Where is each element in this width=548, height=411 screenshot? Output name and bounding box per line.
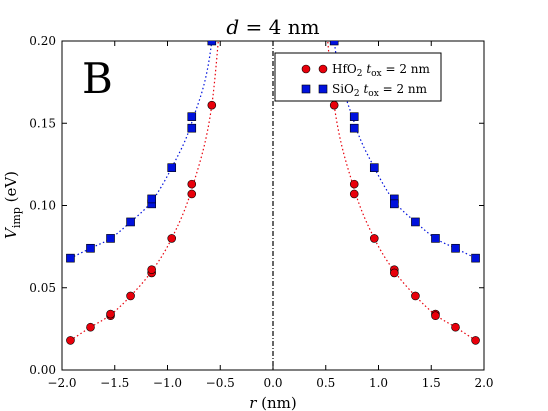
data-point-sio2 <box>451 243 460 253</box>
fit-curve <box>70 41 219 341</box>
data-point-hfo2 <box>66 336 75 345</box>
legend: HfO2 tox = 2 nm SiO2 tox = 2 nm <box>274 52 442 102</box>
data-point-hfo2 <box>147 265 156 274</box>
data-point-sio2 <box>106 234 115 243</box>
data-point-hfo2 <box>106 309 115 319</box>
data-point-hfo2 <box>167 234 177 243</box>
data-point-sio2 <box>86 243 95 253</box>
data-point-hfo2 <box>207 100 217 110</box>
fit-curves <box>70 41 476 341</box>
data-point-sio2 <box>349 112 359 121</box>
x-tick-label: −1.5 <box>100 376 129 390</box>
data-point-sio2 <box>66 253 75 263</box>
legend-marker <box>318 84 328 94</box>
data-point-hfo2 <box>349 189 359 199</box>
legend-label: HfO2 tox = 2 nm <box>332 62 431 79</box>
data-point-sio2 <box>471 253 480 263</box>
data-point-sio2 <box>187 112 197 121</box>
legend-marker <box>301 64 311 74</box>
data-point-hfo2 <box>329 100 339 110</box>
data-point-hfo2 <box>86 322 95 332</box>
chart-title: d = 4 nm <box>226 15 319 39</box>
data-point-sio2 <box>329 41 339 46</box>
legend-marker <box>301 84 311 94</box>
data-point-hfo2 <box>187 179 197 189</box>
y-tick-label: 0.15 <box>29 116 56 130</box>
data-point-hfo2 <box>187 189 197 199</box>
y-axis-label: Vimp (eV) <box>2 171 23 239</box>
x-axis-label: r (nm) <box>249 394 297 411</box>
data-point-sio2 <box>167 163 177 172</box>
y-axis-ticks: 0.00 0.05 0.10 0.15 0.20 <box>29 34 484 377</box>
data-point-hfo2 <box>390 268 399 278</box>
data-point-sio2 <box>411 217 420 227</box>
panel-label: B <box>82 54 113 103</box>
x-tick-label: 1.5 <box>422 376 441 390</box>
data-point-hfo2 <box>471 336 480 345</box>
y-tick-label: 0.05 <box>29 281 56 295</box>
y-tick-label: 0.10 <box>29 199 56 213</box>
data-point-sio2 <box>369 163 379 172</box>
x-tick-label: 1.0 <box>369 376 388 390</box>
fit-curve <box>333 41 476 259</box>
x-tick-label: 2.0 <box>474 376 493 390</box>
x-tick-label: 0.5 <box>316 376 335 390</box>
fit-curve <box>70 41 213 259</box>
data-point-sio2 <box>390 199 399 209</box>
x-axis-ticks: −2.0 −1.5 −1.0 −0.5 0.0 0.5 1.0 1.5 2.0 <box>47 41 494 390</box>
data-point-sio2 <box>187 123 197 133</box>
y-tick-label: 0.00 <box>29 363 56 377</box>
data-point-sio2 <box>431 234 440 243</box>
data-point-hfo2 <box>369 234 379 243</box>
data-point-sio2 <box>147 194 156 204</box>
legend-marker <box>318 64 328 74</box>
data-point-hfo2 <box>126 291 135 301</box>
data-point-sio2 <box>349 123 359 133</box>
y-tick-label: 0.20 <box>29 34 56 48</box>
data-point-hfo2 <box>411 291 420 301</box>
x-tick-label: −0.5 <box>206 376 235 390</box>
data-markers <box>66 41 480 345</box>
data-point-hfo2 <box>451 322 460 332</box>
x-tick-label: −1.0 <box>153 376 182 390</box>
data-point-hfo2 <box>431 311 440 321</box>
data-point-sio2 <box>126 217 135 227</box>
data-point-sio2 <box>207 41 217 46</box>
legend-label: SiO2 tox = 2 nm <box>332 82 428 99</box>
data-point-hfo2 <box>349 179 359 189</box>
fit-curve <box>327 41 476 341</box>
x-tick-label: −2.0 <box>47 376 76 390</box>
x-tick-label: 0.0 <box>263 376 282 390</box>
